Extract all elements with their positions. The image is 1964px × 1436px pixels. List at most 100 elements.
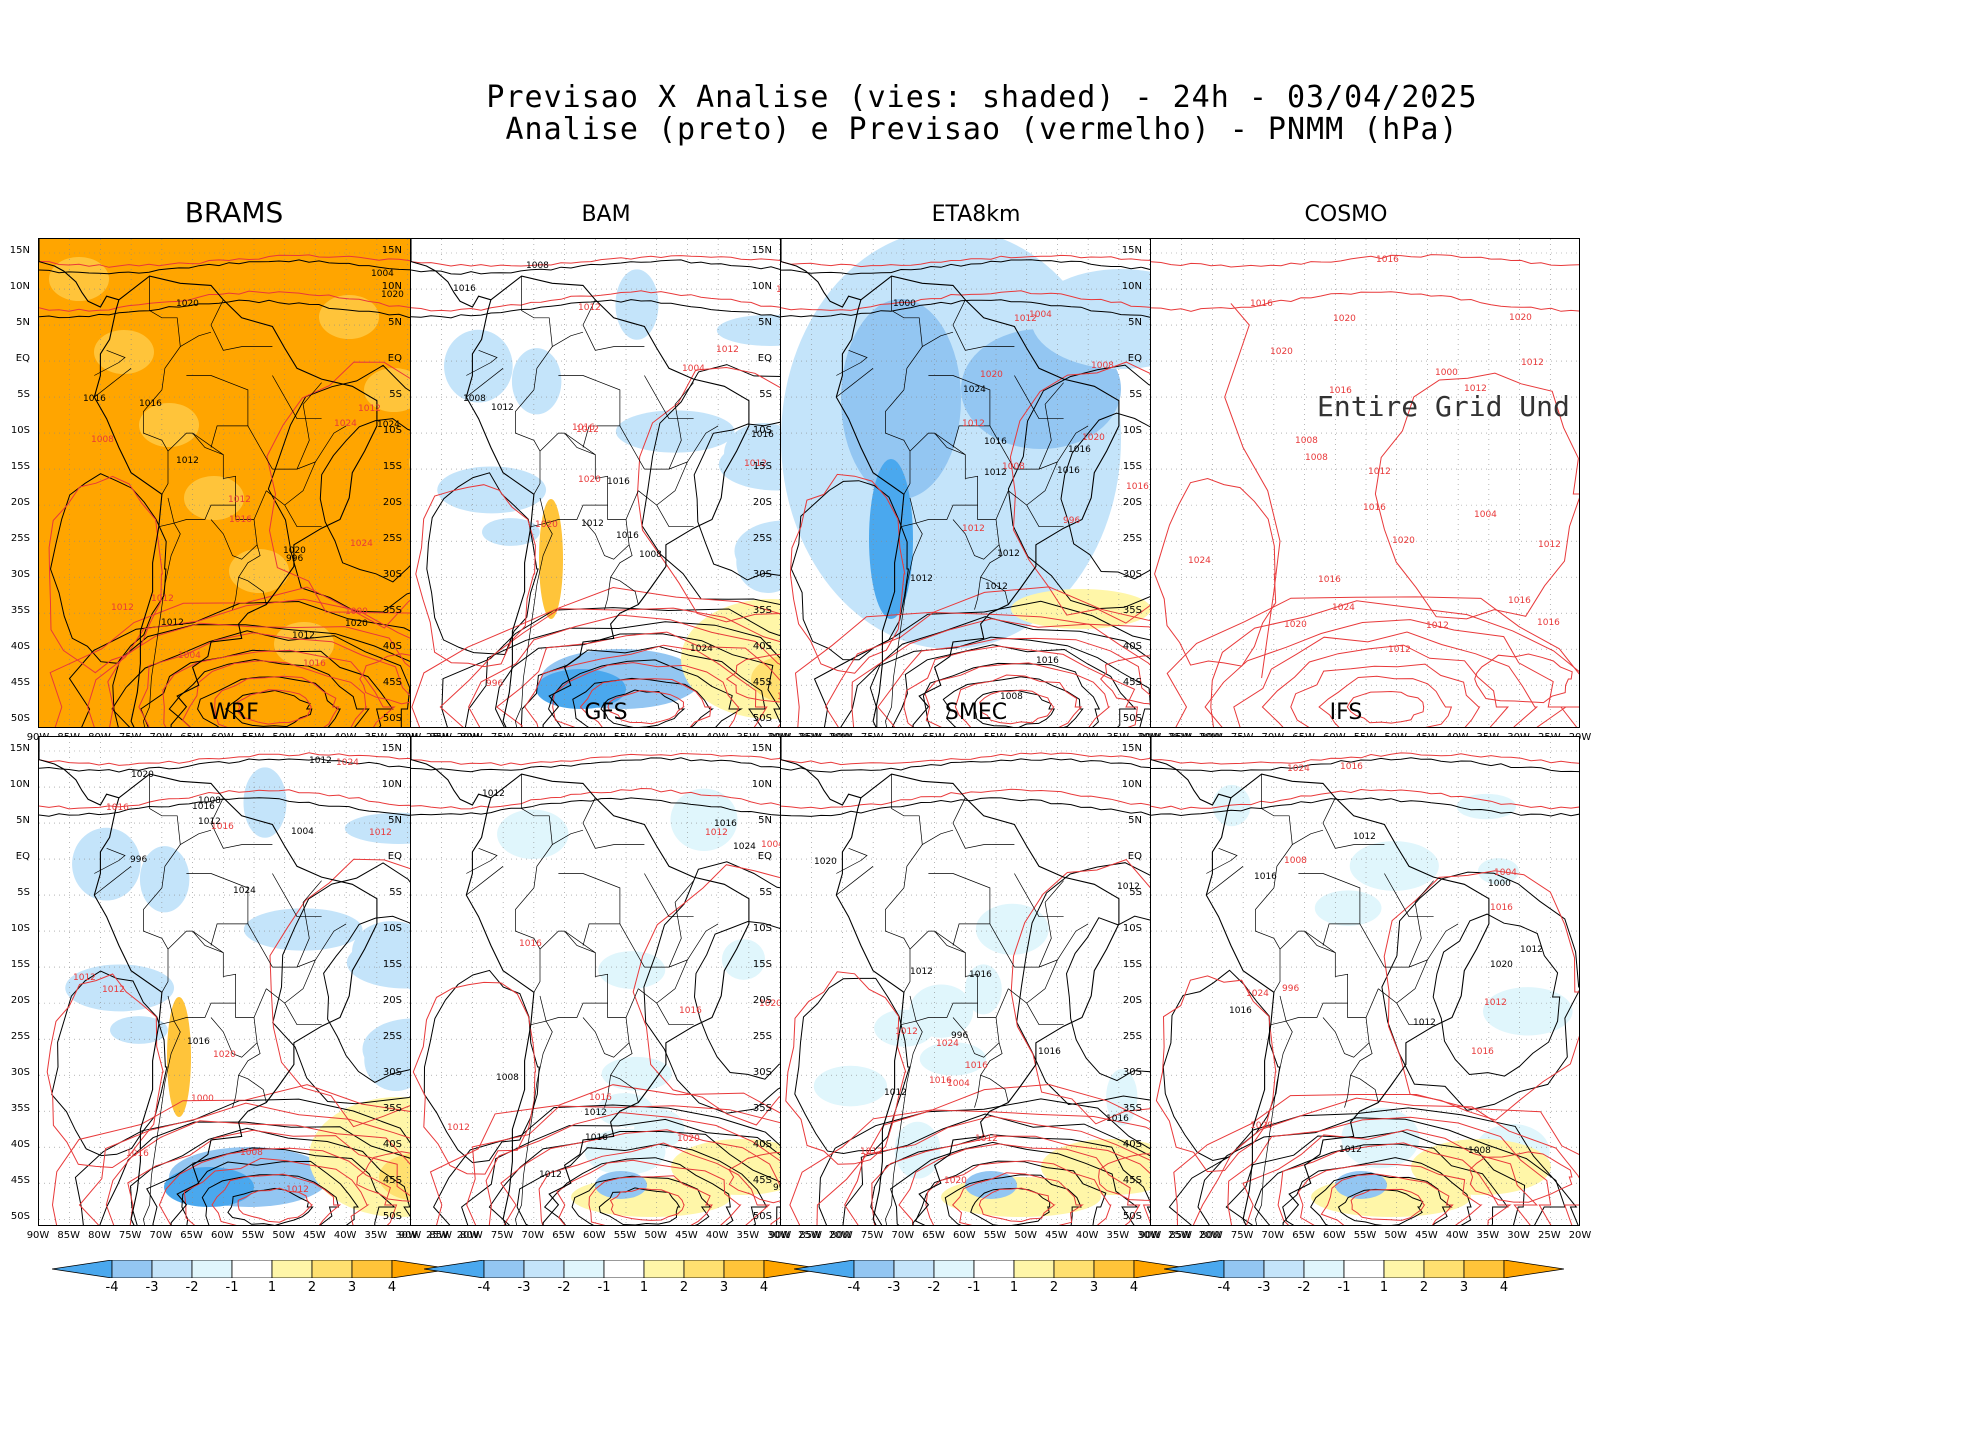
lat-tick-label: 10S bbox=[10, 923, 30, 935]
country-border bbox=[836, 368, 874, 398]
lat-tick-label: 5N bbox=[758, 815, 772, 827]
isobar-label: 1012 bbox=[1368, 467, 1391, 477]
bias-shade bbox=[964, 964, 1002, 1015]
forecast-isobar bbox=[954, 674, 1083, 727]
bias-shade bbox=[437, 466, 547, 514]
forecast-isobar bbox=[162, 649, 396, 727]
lat-tick-label: 35S bbox=[10, 1103, 30, 1115]
bias-shade bbox=[444, 329, 513, 403]
colorbar-swatch bbox=[683, 1260, 725, 1278]
country-border bbox=[296, 880, 322, 968]
isobar-label: 1020 bbox=[677, 1134, 700, 1144]
isobar-label: 1016 bbox=[969, 970, 992, 980]
isobar-label: 1016 bbox=[589, 1093, 612, 1103]
lon-tick-label: 35W bbox=[1106, 1230, 1130, 1241]
analysis-isobar bbox=[973, 689, 1056, 727]
country-border bbox=[625, 490, 639, 520]
lon-tick-label: 65W bbox=[1292, 1230, 1315, 1241]
forecast-isobar bbox=[214, 675, 340, 727]
panel-title: ETA8km bbox=[931, 202, 1021, 227]
forecast-isobar bbox=[844, 1115, 1181, 1225]
isobar-label: 1008 bbox=[1091, 361, 1114, 371]
colorbar-label: -1 bbox=[597, 1280, 611, 1295]
coastline bbox=[1151, 737, 1490, 1225]
country-border bbox=[582, 797, 645, 849]
lat-tick-label: 10N bbox=[381, 779, 402, 791]
country-border bbox=[180, 331, 212, 347]
analysis-isobar bbox=[600, 689, 686, 727]
title-line-1: Previsao X Analise (vies: shaded) - 24h … bbox=[486, 80, 1478, 115]
country-border bbox=[192, 432, 224, 456]
isobar-label: 1016 bbox=[1340, 762, 1363, 772]
isobar-label: 1016 bbox=[1363, 503, 1386, 513]
country-border bbox=[238, 1042, 267, 1103]
lat-tick-label: 15N bbox=[1121, 743, 1142, 754]
colorbar-swatch bbox=[1263, 1260, 1305, 1278]
lat-tick-label: 45S bbox=[10, 1175, 30, 1187]
country-border bbox=[272, 873, 322, 918]
lon-tick-label: 40W bbox=[1075, 1230, 1099, 1241]
colorbar-swatch bbox=[643, 1260, 685, 1278]
isobar-label: 1024 bbox=[963, 385, 986, 395]
colorbar-swatch bbox=[853, 1260, 895, 1278]
analysis-isobar bbox=[197, 676, 341, 727]
lat-tick-label: 25S bbox=[10, 1031, 30, 1043]
forecast-isobar bbox=[871, 1135, 1167, 1225]
isobar-label: 1024 bbox=[233, 886, 256, 896]
isobar-label: 1008 bbox=[463, 394, 486, 404]
bias-shade bbox=[615, 410, 735, 453]
forecast-isobar bbox=[851, 618, 1196, 727]
lat-tick-label: 5S bbox=[389, 389, 402, 401]
lat-tick-label: 40S bbox=[752, 1139, 772, 1151]
colorbar-swatch bbox=[1423, 1260, 1465, 1278]
country-border bbox=[315, 923, 347, 961]
lon-tick-label: 80W bbox=[1200, 1230, 1223, 1241]
isobar-label: 1008 bbox=[1305, 453, 1328, 463]
bias-shade bbox=[319, 295, 379, 339]
country-border bbox=[909, 930, 978, 1022]
country-border bbox=[656, 504, 694, 528]
forecast-isobar bbox=[1346, 690, 1425, 724]
forecast-isobar bbox=[1210, 600, 1579, 727]
map-plot: 1016 1012 1008 1012 1016 1016 1012 1012 1016 1020… bbox=[1151, 737, 1579, 1225]
map-plot: 1016 1012 1012 1016 1012 1012 1016 1012 1020 1016… bbox=[781, 737, 1209, 1225]
analysis-isobar bbox=[441, 607, 833, 727]
isobar-label: 1008 bbox=[496, 1073, 519, 1083]
lon-tick-label: 45W bbox=[675, 1230, 698, 1241]
lat-tick-label: EQ bbox=[15, 353, 30, 365]
forecast-isobar bbox=[609, 1187, 685, 1221]
lon-tick-label: 85W bbox=[1169, 1230, 1193, 1241]
colorbar-graphic bbox=[1164, 1260, 1564, 1278]
forecast-isobar bbox=[1166, 596, 1579, 727]
isobar-label: 1020 bbox=[1490, 960, 1513, 970]
forecast-isobar bbox=[236, 689, 312, 725]
colorbar-swatch bbox=[424, 1260, 485, 1278]
country-border bbox=[668, 880, 694, 968]
colorbar-swatch bbox=[1164, 1260, 1225, 1278]
country-border bbox=[952, 505, 1000, 560]
isobar-label: 1020 bbox=[213, 1050, 236, 1060]
country-border bbox=[885, 887, 911, 993]
lat-tick-label: 15S bbox=[752, 959, 772, 971]
country-border bbox=[668, 382, 694, 470]
country-border bbox=[521, 774, 553, 888]
lat-tick-label: 5S bbox=[389, 887, 402, 899]
country-border bbox=[210, 299, 273, 351]
isobar-label: 1016 bbox=[1254, 872, 1277, 882]
map-area: 1012101610121008101210081016101210121016… bbox=[410, 238, 840, 728]
isobar-label: 1004 bbox=[178, 651, 201, 661]
isobar-label: 1000 bbox=[191, 1094, 214, 1104]
forecast-isobar bbox=[39, 290, 467, 312]
lon-tick-label: 50W bbox=[644, 1230, 668, 1241]
country-border bbox=[1026, 504, 1064, 528]
country-border bbox=[619, 425, 645, 470]
lon-tick-label: 20W bbox=[1568, 1230, 1592, 1241]
analysis-isobar bbox=[840, 616, 1193, 727]
isobar-label: 1024 bbox=[1188, 556, 1211, 566]
isobar-label: 1020 bbox=[980, 370, 1003, 380]
isobar-label: 996 bbox=[951, 1031, 968, 1041]
bias-shade bbox=[539, 499, 563, 619]
lat-tick-label: 50S bbox=[10, 1211, 30, 1223]
country-border bbox=[552, 829, 584, 845]
forecast-isobar bbox=[39, 254, 467, 268]
